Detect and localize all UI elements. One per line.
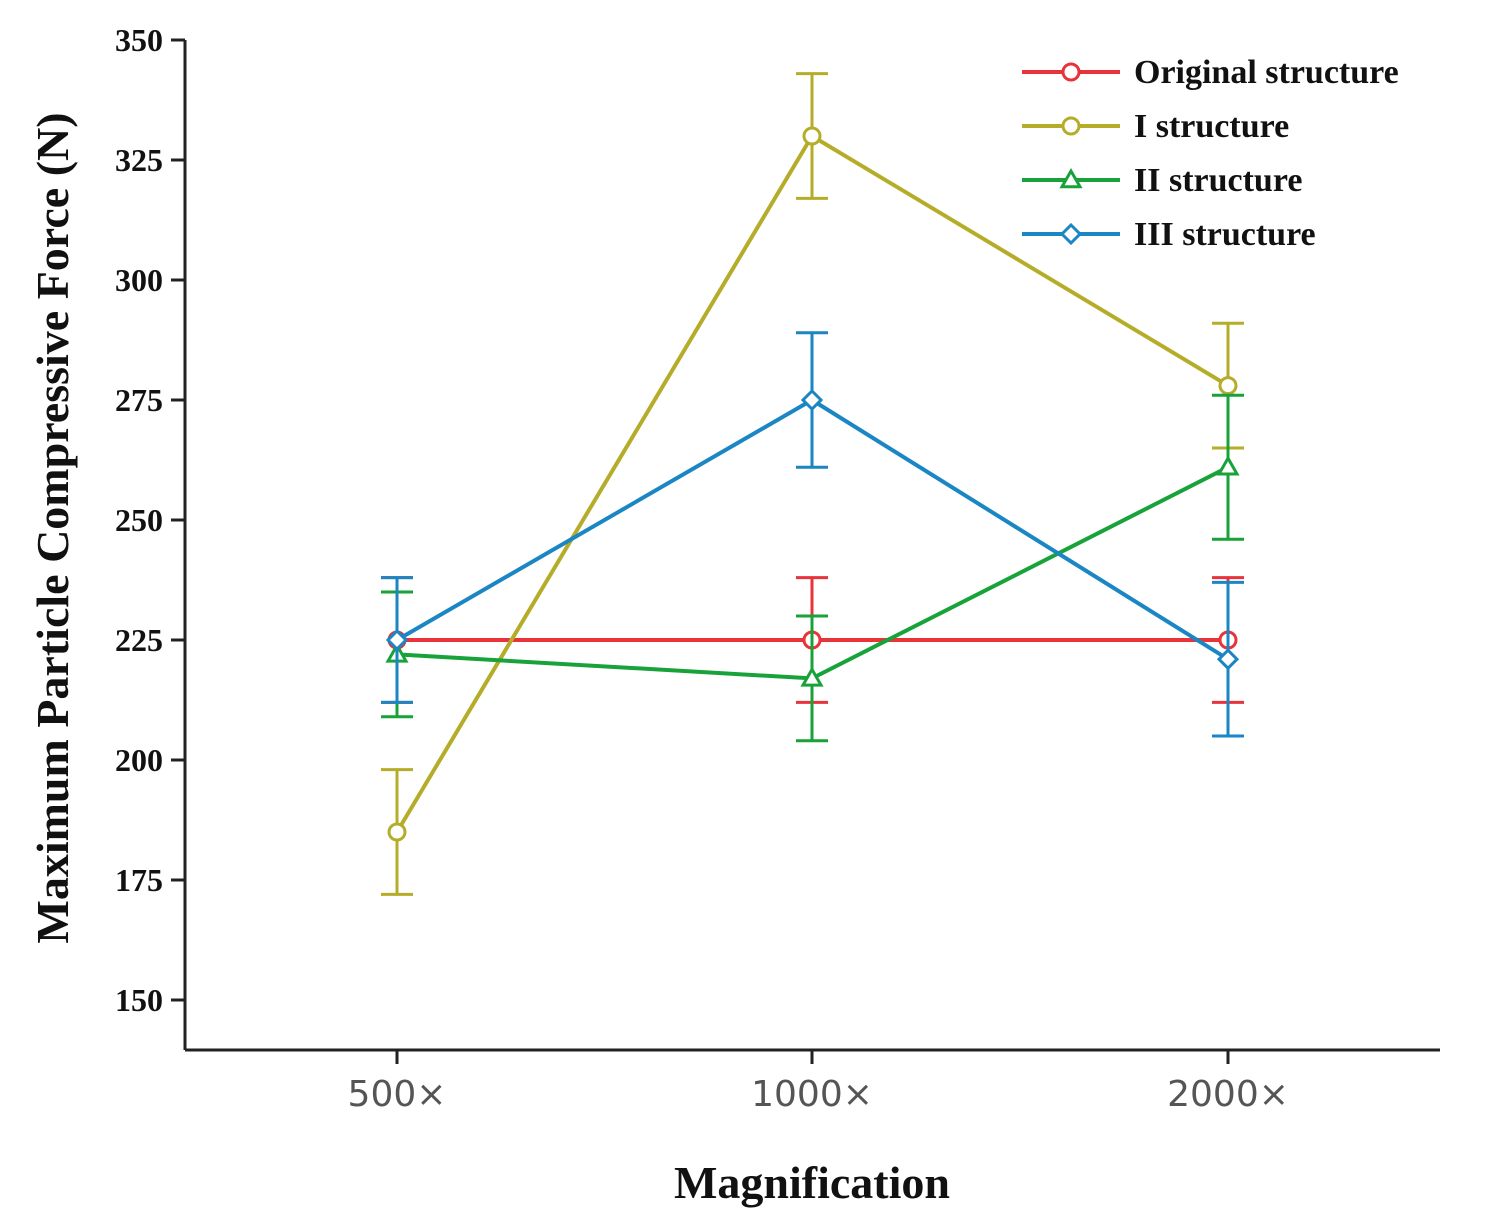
series-ii-structure (381, 393, 1244, 743)
legend-item: II structure (1022, 162, 1302, 199)
y-tick-label: 275 (115, 382, 163, 418)
legend-item: Original structure (1022, 54, 1399, 91)
data-point (800, 666, 824, 687)
data-point (802, 126, 822, 146)
x-tick-label: 1000× (751, 1074, 873, 1115)
data-point (385, 628, 409, 652)
legend-label: II structure (1134, 162, 1302, 199)
series-iii-structure (381, 331, 1244, 738)
legend: Original structure I structure II structur… (1022, 54, 1399, 253)
legend-item: III structure (1022, 216, 1316, 253)
y-tick-label: 325 (115, 142, 163, 178)
x-tick-label: 500× (348, 1074, 447, 1115)
x-tick-label: 2000× (1167, 1074, 1289, 1115)
y-tick-label: 150 (115, 982, 163, 1018)
y-tick-label: 300 (115, 262, 163, 298)
x-axis-title: Magnification (674, 1157, 950, 1208)
y-tick-label: 350 (115, 22, 163, 58)
y-tick-label: 200 (115, 742, 163, 778)
data-point (387, 822, 407, 842)
series-layer (381, 72, 1244, 896)
legend-marker (1059, 167, 1083, 189)
y-axis-title: Maximum Particle Compressive Force (N) (27, 112, 78, 943)
data-point (800, 388, 824, 412)
legend-marker (1061, 62, 1081, 82)
data-point (1216, 648, 1240, 671)
data-point (1218, 376, 1238, 396)
legend-item: I structure (1022, 108, 1289, 145)
y-tick-label: 225 (115, 622, 163, 658)
x-ticks: 500× 1000× 2000× (348, 1050, 1289, 1115)
series-i-structure (381, 72, 1244, 896)
data-point (1216, 455, 1240, 476)
y-tick-label: 250 (115, 502, 163, 538)
y-ticks: 150 175 200 225 250 275 300 325 350 (115, 22, 185, 1018)
legend-marker (1059, 222, 1083, 246)
legend-marker (1061, 116, 1081, 136)
y-tick-label: 175 (115, 862, 163, 898)
legend-label: III structure (1134, 216, 1316, 253)
legend-label: I structure (1134, 108, 1289, 145)
legend-label: Original structure (1134, 54, 1399, 91)
